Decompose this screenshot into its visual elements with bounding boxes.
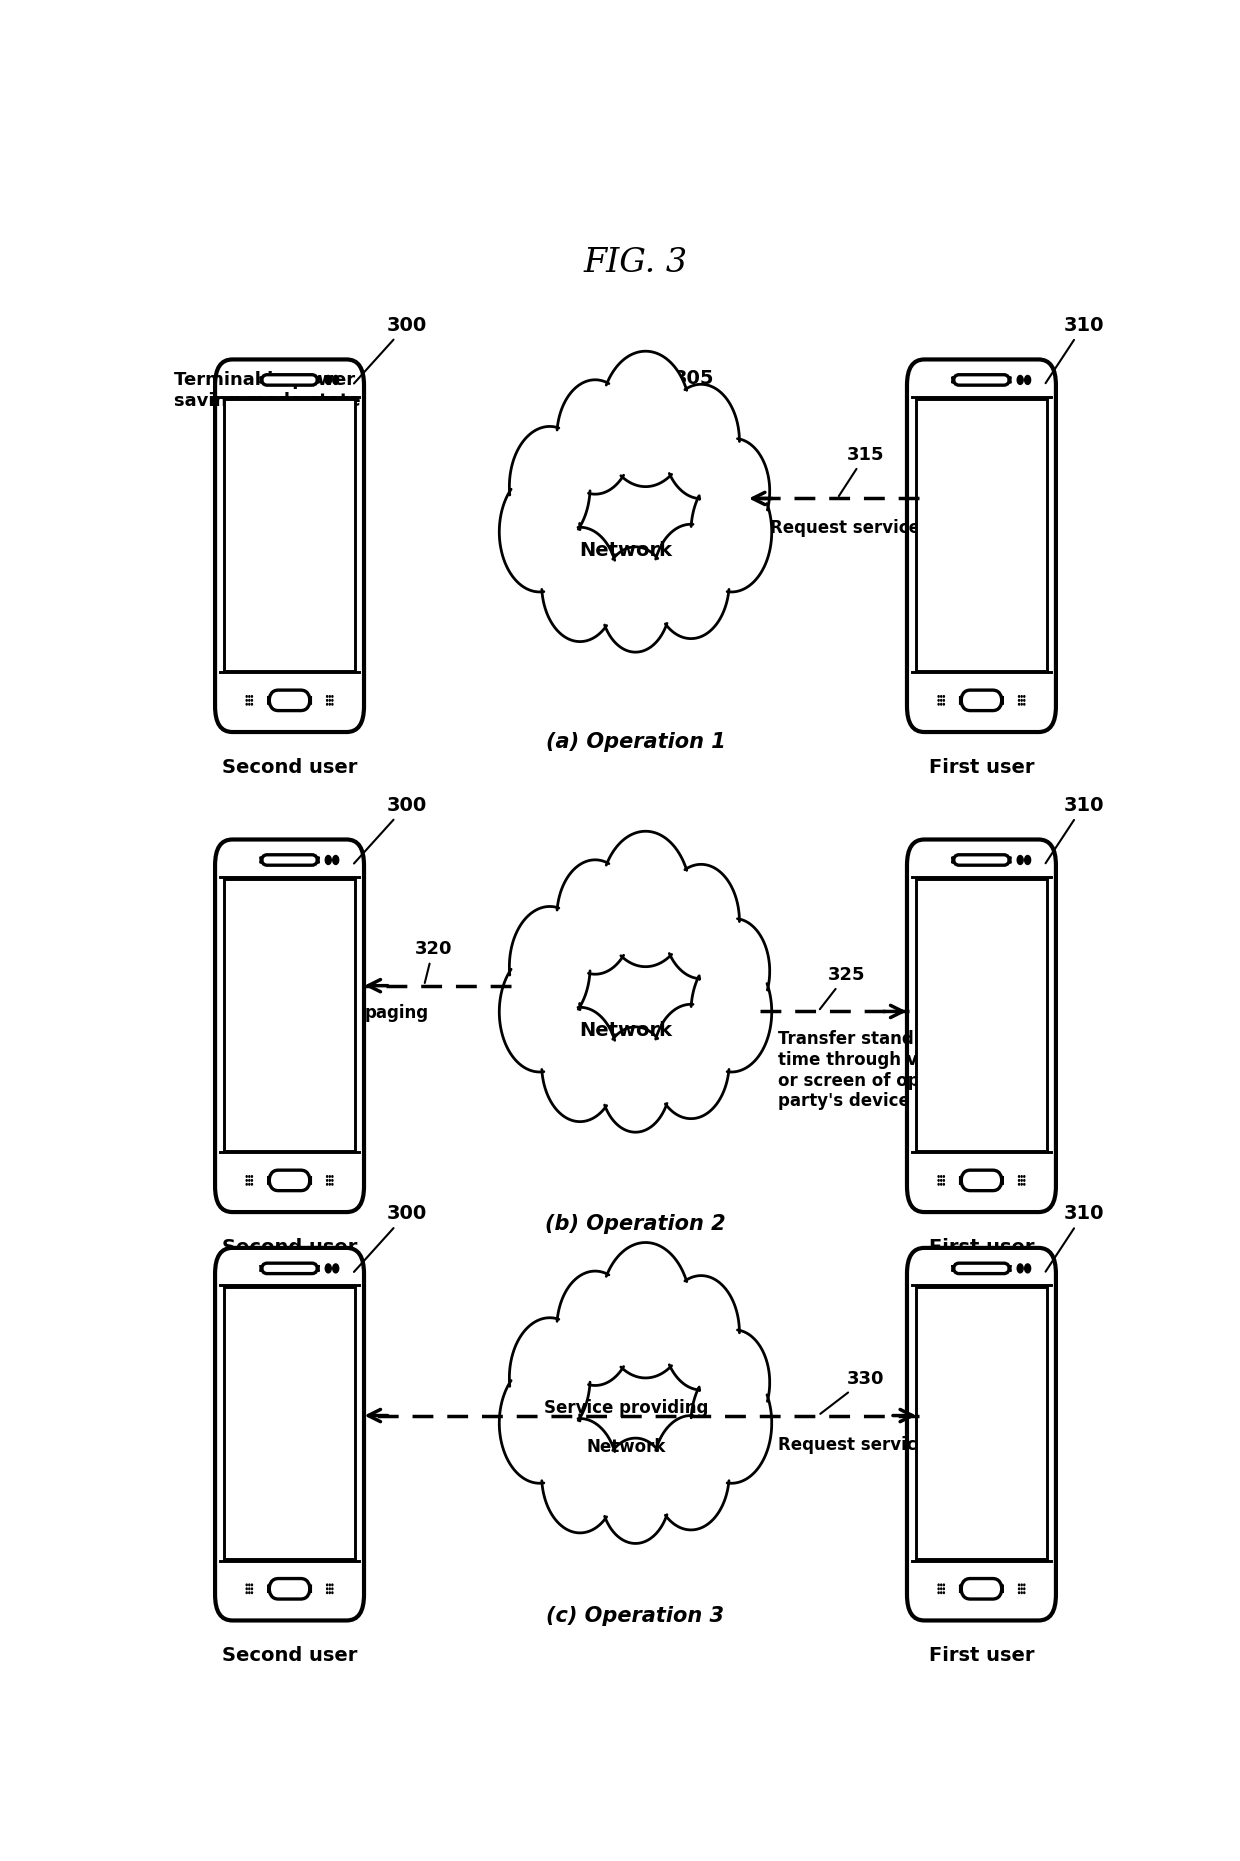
Text: FIG. 3: FIG. 3: [584, 248, 687, 279]
Text: 300: 300: [353, 797, 427, 864]
Circle shape: [662, 864, 739, 979]
Circle shape: [600, 547, 671, 651]
Circle shape: [600, 352, 691, 486]
Text: 325: 325: [820, 966, 866, 1009]
Circle shape: [332, 1264, 339, 1273]
Circle shape: [600, 1243, 691, 1377]
Circle shape: [699, 439, 770, 543]
Circle shape: [600, 1439, 671, 1543]
FancyBboxPatch shape: [954, 1264, 1009, 1273]
Circle shape: [325, 856, 331, 865]
FancyBboxPatch shape: [269, 1171, 310, 1191]
FancyBboxPatch shape: [961, 690, 1002, 711]
Circle shape: [1024, 1264, 1030, 1273]
FancyBboxPatch shape: [215, 359, 365, 731]
FancyBboxPatch shape: [954, 374, 1009, 385]
Circle shape: [332, 856, 339, 865]
Circle shape: [500, 951, 580, 1072]
Bar: [224, 878, 355, 1150]
Text: (b) Operation 2: (b) Operation 2: [546, 1213, 725, 1234]
Text: Request service: Request service: [777, 1435, 928, 1453]
Text: Second user: Second user: [222, 1238, 357, 1256]
Circle shape: [662, 385, 739, 499]
Bar: [916, 878, 1047, 1150]
Bar: [224, 1288, 355, 1560]
FancyBboxPatch shape: [906, 839, 1056, 1212]
Text: 305: 305: [642, 368, 714, 419]
Text: Service providing: Service providing: [543, 1399, 708, 1418]
Circle shape: [691, 471, 771, 592]
Text: Request service: Request service: [770, 519, 920, 536]
Circle shape: [500, 471, 580, 592]
Text: First user: First user: [929, 1238, 1034, 1256]
Circle shape: [557, 860, 634, 973]
Circle shape: [510, 426, 590, 547]
Bar: [224, 398, 355, 670]
Circle shape: [500, 1362, 580, 1483]
FancyBboxPatch shape: [906, 1249, 1056, 1621]
Circle shape: [600, 832, 691, 966]
Text: 320: 320: [414, 940, 451, 983]
FancyBboxPatch shape: [262, 1264, 317, 1273]
Text: 300: 300: [353, 1204, 427, 1271]
Text: 315: 315: [838, 447, 884, 497]
Text: 310: 310: [1045, 797, 1104, 864]
Circle shape: [510, 906, 590, 1027]
FancyBboxPatch shape: [215, 839, 365, 1212]
Text: First user: First user: [929, 1647, 1034, 1666]
FancyBboxPatch shape: [262, 374, 317, 385]
Text: 310: 310: [1045, 316, 1104, 383]
Circle shape: [557, 380, 634, 495]
Circle shape: [510, 1318, 590, 1439]
FancyBboxPatch shape: [269, 690, 310, 711]
Circle shape: [652, 525, 729, 638]
Text: Network: Network: [579, 540, 672, 560]
FancyBboxPatch shape: [906, 359, 1056, 731]
Circle shape: [652, 1005, 729, 1118]
FancyBboxPatch shape: [269, 1578, 310, 1599]
Circle shape: [542, 1007, 619, 1122]
Text: (c) Operation 3: (c) Operation 3: [547, 1606, 724, 1627]
Circle shape: [600, 1027, 671, 1131]
Text: 310: 310: [1045, 1204, 1104, 1271]
Circle shape: [699, 1331, 770, 1435]
Text: Transfer standby
time through voice
or screen of opposite
party's device: Transfer standby time through voice or s…: [777, 1031, 977, 1111]
Circle shape: [542, 527, 619, 642]
Text: paging: paging: [365, 1005, 429, 1022]
FancyBboxPatch shape: [961, 1578, 1002, 1599]
Text: Terminal in power
saving mode state: Terminal in power saving mode state: [174, 370, 361, 409]
FancyBboxPatch shape: [961, 1171, 1002, 1191]
Circle shape: [1024, 376, 1030, 385]
Circle shape: [652, 1416, 729, 1530]
Text: Second user: Second user: [222, 757, 357, 776]
Text: Second user: Second user: [222, 1647, 357, 1666]
Circle shape: [557, 1271, 634, 1385]
Circle shape: [332, 376, 339, 385]
Text: (a) Operation 1: (a) Operation 1: [546, 731, 725, 752]
Circle shape: [1024, 856, 1030, 865]
Circle shape: [691, 951, 771, 1072]
FancyBboxPatch shape: [954, 854, 1009, 865]
Text: Network: Network: [579, 1020, 672, 1040]
Circle shape: [691, 1362, 771, 1483]
FancyBboxPatch shape: [215, 1249, 365, 1621]
Text: First user: First user: [929, 757, 1034, 776]
Bar: [916, 1288, 1047, 1560]
Circle shape: [699, 919, 770, 1024]
Circle shape: [662, 1275, 739, 1390]
Text: Network: Network: [587, 1439, 666, 1455]
Circle shape: [325, 376, 331, 385]
Circle shape: [1017, 376, 1023, 385]
Circle shape: [325, 1264, 331, 1273]
Text: 300: 300: [353, 316, 427, 383]
Circle shape: [1017, 856, 1023, 865]
Circle shape: [1017, 1264, 1023, 1273]
Bar: [916, 398, 1047, 670]
Circle shape: [542, 1418, 619, 1533]
FancyBboxPatch shape: [262, 854, 317, 865]
Text: 330: 330: [821, 1370, 884, 1414]
